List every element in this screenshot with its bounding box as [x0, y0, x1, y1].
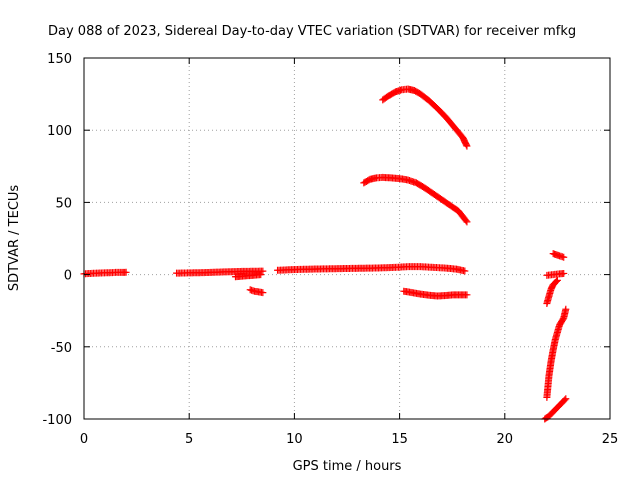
x-tick-label: 10	[286, 432, 303, 447]
data-point	[463, 218, 471, 226]
y-tick-label: 0	[64, 269, 72, 284]
data-point	[461, 267, 469, 275]
data-point	[257, 271, 265, 279]
y-tick-label: 50	[55, 196, 72, 211]
x-tick-label: 15	[391, 432, 408, 447]
series-segment-8	[379, 85, 471, 150]
y-tick-label: -50	[51, 341, 72, 356]
x-tick-label: 0	[80, 432, 88, 447]
y-tick-label: 150	[47, 52, 72, 67]
y-tick-label: 100	[47, 124, 72, 139]
series-segment-9	[549, 250, 568, 261]
series-segment-12	[543, 305, 570, 401]
series-segment-5	[274, 263, 469, 275]
x-axis-label: GPS time / hours	[293, 459, 402, 474]
series-segment-6	[400, 287, 471, 300]
axis-ticks	[83, 57, 611, 420]
x-tick-labels: 0 5 10 15 20 25	[80, 432, 618, 447]
series-segment-3	[231, 271, 265, 281]
series-segment-7	[360, 173, 471, 226]
x-tick-label: 25	[602, 432, 619, 447]
series-segment-13	[541, 395, 570, 423]
chart-title: Day 088 of 2023, Sidereal Day-to-day VTE…	[48, 24, 576, 39]
series-segment-1	[80, 268, 130, 278]
x-tick-label: 20	[497, 432, 514, 447]
series-segment-4	[246, 286, 267, 297]
data-point	[462, 217, 470, 225]
data-point	[560, 253, 568, 261]
data-point	[560, 269, 568, 277]
y-axis-label: SDTVAR / TECUs	[7, 185, 22, 292]
data-point	[463, 142, 471, 150]
data-points	[80, 85, 570, 423]
series-segment-2	[173, 267, 267, 277]
data-point	[122, 268, 130, 276]
series-segment-10	[543, 269, 568, 279]
data-point	[552, 277, 560, 285]
grid-lines	[84, 58, 610, 419]
data-point	[562, 305, 570, 313]
data-point	[553, 276, 561, 284]
data-point	[259, 289, 267, 297]
plot-frame	[83, 57, 611, 420]
series-segment-11	[543, 276, 561, 307]
data-point	[462, 141, 470, 149]
data-point	[463, 291, 471, 299]
data-point	[562, 395, 570, 403]
y-tick-label: -100	[42, 413, 72, 428]
x-tick-label: 5	[185, 432, 193, 447]
data-point	[561, 396, 569, 404]
y-tick-labels: -100 -50 0 50 100 150	[42, 52, 72, 428]
